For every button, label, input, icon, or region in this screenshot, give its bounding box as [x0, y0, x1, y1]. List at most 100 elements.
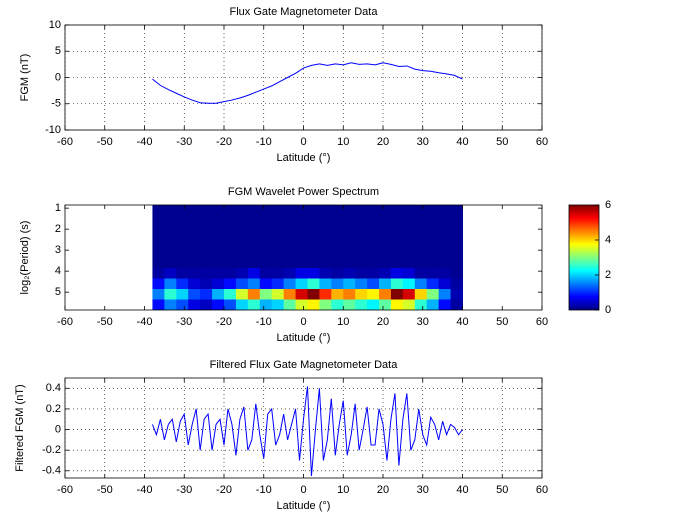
x-tick-label: 20: [377, 136, 389, 148]
heatmap-cell: [379, 299, 392, 310]
heatmap-cell: [438, 236, 452, 248]
x-axis-label: Latitude (°): [277, 500, 331, 512]
heatmap-cell: [355, 278, 368, 290]
y-axis-label: log₂(Period) (s): [19, 221, 31, 295]
heatmap-cell: [390, 289, 404, 300]
heatmap-cell: [247, 205, 261, 216]
heatmap-cell: [188, 257, 201, 269]
heatmap-cell: [212, 289, 225, 300]
heatmap-cell: [307, 205, 320, 216]
heatmap-cell: [271, 205, 285, 216]
heatmap-cell: [402, 215, 416, 227]
y-tick-label: -0.2: [42, 444, 61, 456]
heatmap-cell: [331, 268, 344, 279]
heatmap-cell: [295, 236, 308, 248]
data-line: [151, 386, 463, 476]
heatmap-cell: [343, 226, 356, 237]
heatmap-cell: [295, 257, 308, 269]
heatmap-cell: [200, 299, 213, 310]
heatmap-cell: [331, 299, 344, 310]
heatmap-cell: [152, 205, 165, 216]
heatmap-cell: [355, 215, 368, 227]
heatmap-cell: [152, 278, 165, 290]
heatmap-cell: [176, 205, 189, 216]
heatmap-cell: [283, 215, 297, 227]
heatmap-cell: [402, 226, 416, 237]
heatmap-cell: [355, 236, 368, 248]
x-tick-label: -10: [256, 136, 272, 148]
heatmap-cell: [235, 205, 249, 216]
heatmap-cell: [259, 299, 273, 310]
heatmap-cell: [343, 205, 356, 216]
heatmap-cell: [402, 289, 416, 300]
heatmap-cell: [295, 299, 308, 310]
heatmap-cell: [438, 226, 452, 237]
heatmap-cell: [247, 268, 261, 279]
heatmap-cell: [259, 247, 273, 258]
heatmap-cell: [426, 299, 440, 310]
x-tick-label: 0: [300, 484, 306, 496]
y-axis-label: FGM (nT): [19, 54, 31, 102]
heatmap-cell: [390, 236, 404, 248]
heatmap-cell: [319, 226, 332, 237]
heatmap-cell: [200, 205, 213, 216]
heatmap-cell: [319, 236, 332, 248]
heatmap-cell: [319, 257, 332, 269]
heatmap-cell: [355, 299, 368, 310]
x-tick-label: -20: [216, 484, 232, 496]
y-tick-label: 0: [55, 423, 61, 435]
heatmap-cell: [390, 247, 404, 258]
x-tick-label: -30: [176, 136, 192, 148]
x-tick-label: -50: [97, 316, 113, 328]
heatmap-cell: [212, 205, 225, 216]
heatmap-cell: [379, 247, 392, 258]
heatmap-cell: [426, 226, 440, 237]
heatmap-cell: [307, 299, 320, 310]
x-tick-label: -30: [176, 484, 192, 496]
x-tick-label: -20: [216, 136, 232, 148]
axes-box: [64, 204, 543, 311]
heatmap-cell: [152, 299, 165, 310]
heatmap-cell: [319, 205, 332, 216]
heatmap-cell: [295, 268, 308, 279]
heatmap-cell: [200, 215, 213, 227]
heatmap-cell: [355, 247, 368, 258]
heatmap-cell: [331, 278, 344, 290]
x-tick-label: 20: [377, 484, 389, 496]
x-tick-label: -40: [137, 316, 153, 328]
x-tick-label: 10: [337, 136, 349, 148]
heatmap-cell: [164, 257, 177, 269]
heatmap-cell: [390, 205, 404, 216]
y-tick-label: 10: [49, 19, 61, 31]
heatmap-cell: [319, 268, 332, 279]
chart-title: Filtered Flux Gate Magnetometer Data: [210, 359, 399, 371]
heatmap-cell: [188, 226, 201, 237]
x-tick-label: -20: [216, 316, 232, 328]
heatmap-cell: [426, 247, 440, 258]
heatmap-cell: [235, 215, 249, 227]
heatmap-cell: [402, 236, 416, 248]
x-tick-label: 50: [496, 316, 508, 328]
heatmap-cell: [343, 278, 356, 290]
x-tick-label: 50: [496, 484, 508, 496]
heatmap-cell: [343, 247, 356, 258]
heatmap-cell: [450, 236, 463, 248]
heatmap-cell: [307, 257, 320, 269]
heatmap-cell: [426, 278, 440, 290]
heatmap-cell: [450, 299, 463, 310]
x-tick-label: 50: [496, 136, 508, 148]
heatmap-cell: [224, 268, 237, 279]
heatmap-cell: [271, 268, 285, 279]
x-tick-label: -10: [256, 316, 272, 328]
heatmap-cell: [200, 226, 213, 237]
heatmap-cell: [247, 226, 261, 237]
heatmap-cell: [224, 247, 237, 258]
heatmap-cell: [307, 289, 320, 300]
heatmap-cell: [379, 289, 392, 300]
heatmap-cell: [379, 205, 392, 216]
heatmap-cell: [200, 236, 213, 248]
heatmap-cell: [235, 257, 249, 269]
heatmap-cell: [402, 299, 416, 310]
heatmap-cell: [235, 299, 249, 310]
heatmap-cell: [283, 205, 297, 216]
